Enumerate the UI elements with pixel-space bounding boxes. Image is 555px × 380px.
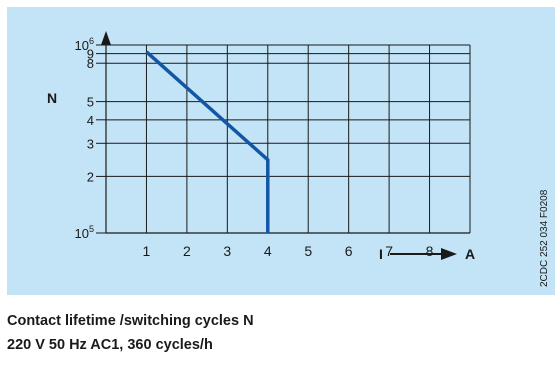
y-axis-arrowhead-icon <box>101 31 111 45</box>
y-tick-label: 105 <box>75 224 94 241</box>
axes <box>101 31 470 234</box>
chart-background <box>7 7 555 295</box>
caption-line-1: Contact lifetime /switching cycles N <box>7 313 254 329</box>
y-tick-label: 4 <box>87 113 94 128</box>
x-tick-label: 8 <box>426 243 434 259</box>
x-tick-label: 7 <box>385 243 393 259</box>
x-ticks: 1 2 3 4 5 6 7 8 <box>143 243 434 259</box>
x-axis-label: I <box>379 246 383 262</box>
y-axis-label: N <box>47 90 57 106</box>
x-tick-label: 4 <box>264 243 272 259</box>
x-axis-arrowhead-icon <box>441 248 457 260</box>
y-tick-label: 2 <box>87 169 94 184</box>
x-tick-label: 1 <box>143 243 151 259</box>
x-tick-label: 5 <box>304 243 312 259</box>
y-tick-label: 5 <box>87 95 94 110</box>
y-tick-label: 3 <box>87 136 94 151</box>
y-tick-label: 8 <box>87 56 94 71</box>
caption-line-2: 220 V 50 Hz AC1, 360 cycles/h <box>7 337 213 353</box>
x-tick-label: 3 <box>223 243 231 259</box>
x-axis-unit: A <box>465 246 475 262</box>
x-tick-label: 2 <box>183 243 191 259</box>
side-label: 2CDC 252 034 F0208 <box>539 189 550 287</box>
y-tick-label: 106 <box>75 36 94 53</box>
x-tick-label: 6 <box>345 243 353 259</box>
series <box>145 50 270 234</box>
y-tick-label: 9 <box>87 47 94 62</box>
